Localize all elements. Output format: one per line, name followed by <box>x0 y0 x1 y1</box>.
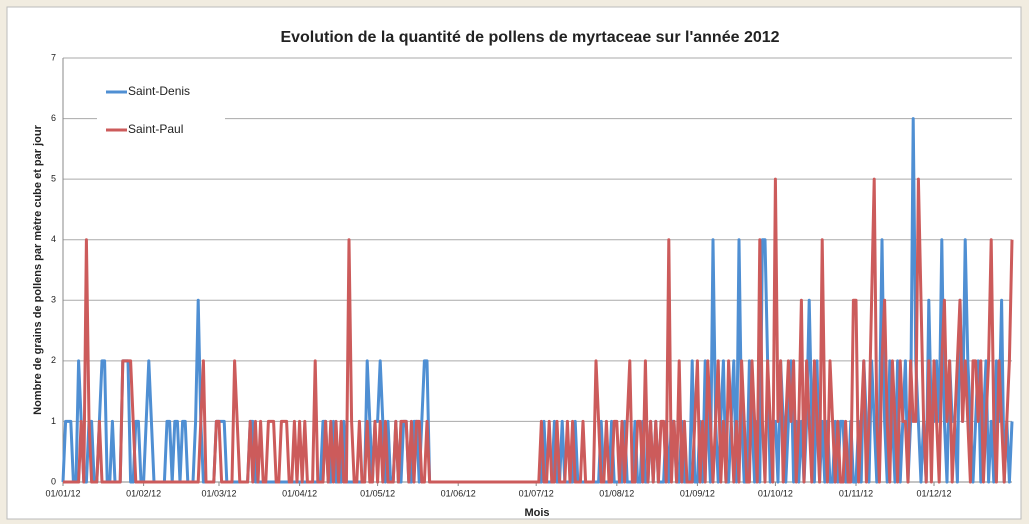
y-tick-label: 1 <box>51 416 56 426</box>
x-tick-label: 01/07/12 <box>519 488 554 498</box>
y-tick-label: 0 <box>51 476 56 486</box>
x-tick-label: 01/02/12 <box>126 488 161 498</box>
y-tick-label: 3 <box>51 295 56 305</box>
legend-label: Saint-Denis <box>128 84 190 98</box>
x-tick-label: 01/03/12 <box>201 488 236 498</box>
x-tick-label: 01/10/12 <box>758 488 793 498</box>
y-axis-label: Nombre de grains de pollens par mètre cu… <box>32 124 44 414</box>
y-tick-label: 6 <box>51 113 56 123</box>
y-tick-label: 7 <box>51 52 56 62</box>
plot <box>61 117 1014 484</box>
legend-label: Saint-Paul <box>128 122 183 136</box>
y-tick-label: 2 <box>51 355 56 365</box>
chart-title: Evolution de la quantité de pollens de m… <box>280 29 779 46</box>
legend-box <box>97 70 225 162</box>
legend: Saint-Denis Saint-Paul <box>97 70 225 162</box>
x-tick-label: 01/06/12 <box>441 488 476 498</box>
x-tick-label: 01/01/12 <box>45 488 80 498</box>
series-line <box>63 177 1014 484</box>
x-tick-label: 01/08/12 <box>599 488 634 498</box>
x-tick-label: 01/04/12 <box>282 488 317 498</box>
x-tick-label: 01/11/12 <box>839 488 873 498</box>
x-axis-label: Mois <box>524 507 549 519</box>
x-tick-label: 01/12/12 <box>916 488 951 498</box>
x-tick-label: 01/09/12 <box>680 488 715 498</box>
x-tick-label: 01/05/12 <box>360 488 395 498</box>
y-tick-label: 5 <box>51 174 56 184</box>
y-tick-label: 4 <box>51 234 56 244</box>
